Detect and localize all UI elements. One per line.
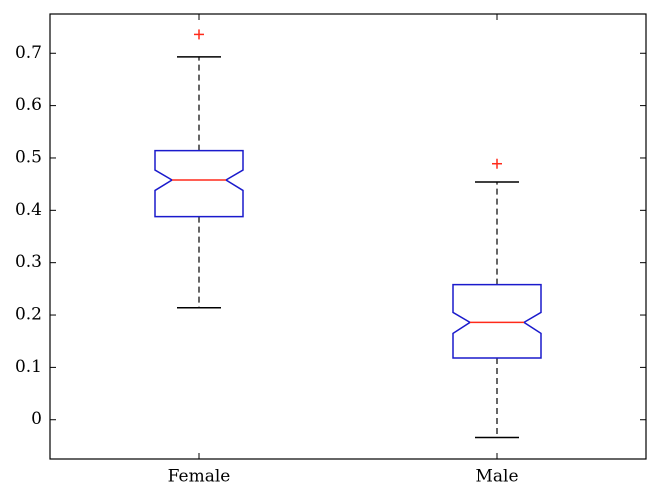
notched-box — [452, 283, 542, 359]
y-tick-label: 0.6 — [15, 95, 42, 115]
notched-box — [154, 149, 244, 218]
y-tick-label: 0.5 — [15, 147, 42, 167]
x-axis: Female Male — [168, 14, 519, 487]
y-tick-label: 0.2 — [15, 305, 42, 325]
y-axis: 0 0.1 0.2 0.3 0.4 0.5 0.6 0.7 — [15, 43, 646, 429]
x-tick-label: Male — [475, 467, 518, 487]
boxes-layer — [154, 29, 542, 439]
box-group-female — [154, 29, 244, 309]
y-tick-label: 0.1 — [15, 357, 42, 377]
outlier-marker — [194, 29, 204, 40]
box-group-male — [452, 158, 542, 439]
plot-area — [49, 13, 647, 460]
y-tick-label: 0.3 — [15, 252, 42, 272]
outlier-marker — [492, 158, 502, 169]
y-tick-label: 0.4 — [15, 200, 42, 220]
x-tick-label: Female — [168, 467, 231, 487]
y-tick-label: 0 — [31, 409, 42, 429]
y-tick-label: 0.7 — [15, 43, 42, 63]
